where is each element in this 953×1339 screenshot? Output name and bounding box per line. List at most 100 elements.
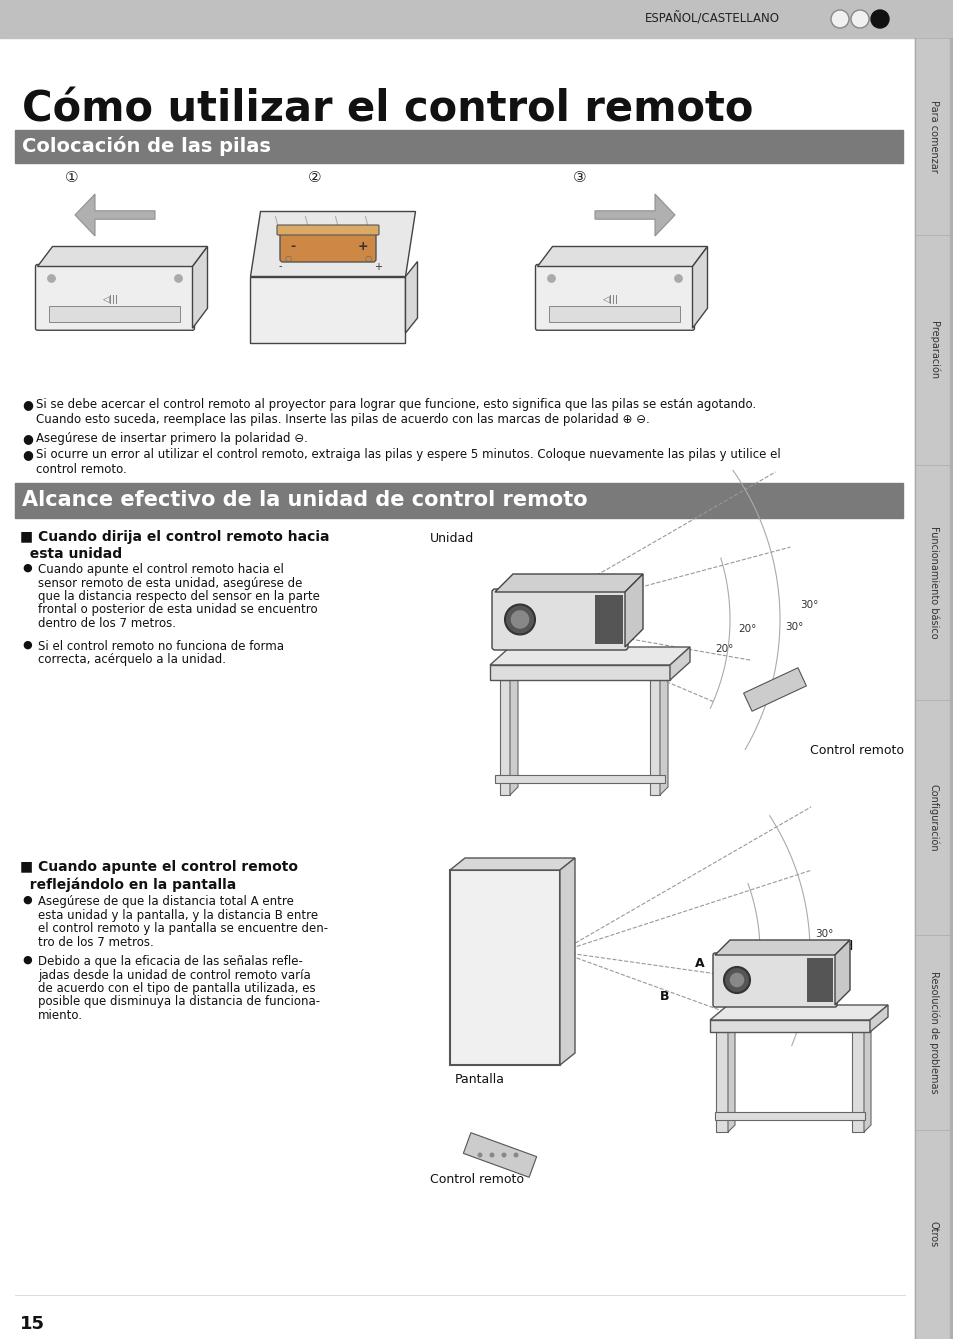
Circle shape [830, 9, 848, 28]
Bar [949, 37, 953, 1339]
Circle shape [501, 1153, 506, 1157]
Text: sensor remoto de esta unidad, asegúrese de: sensor remoto de esta unidad, asegúrese … [38, 577, 302, 589]
Text: Preparación: Preparación [928, 321, 939, 379]
Bar [499, 680, 510, 795]
Bar [716, 1032, 727, 1131]
Text: Cuando esto suceda, reemplace las pilas. Inserte las pilas de acuerdo con las ma: Cuando esto suceda, reemplace las pilas.… [36, 412, 649, 426]
Text: 20°: 20° [714, 644, 733, 655]
FancyBboxPatch shape [535, 265, 694, 331]
Text: Alcance efectivo de la unidad de control remoto: Alcance efectivo de la unidad de control… [22, 490, 587, 510]
Text: esta unidad y la pantalla, y la distancia B entre: esta unidad y la pantalla, y la distanci… [38, 908, 317, 921]
Text: Si ocurre un error al utilizar el control remoto, extraiga las pilas y espere 5 : Si ocurre un error al utilizar el contro… [36, 449, 780, 461]
Polygon shape [709, 1006, 887, 1020]
Text: posible que disminuya la distancia de funciona-: posible que disminuya la distancia de fu… [38, 995, 320, 1008]
Polygon shape [490, 647, 689, 665]
Text: +: + [357, 240, 368, 253]
Polygon shape [510, 672, 517, 795]
Text: +: + [374, 261, 381, 272]
Circle shape [728, 972, 744, 988]
Text: dentro de los 7 metros.: dentro de los 7 metros. [38, 617, 175, 631]
Text: ■ Cuando apunte el control remoto: ■ Cuando apunte el control remoto [20, 860, 297, 874]
FancyBboxPatch shape [712, 953, 836, 1007]
Text: ③: ③ [573, 170, 586, 185]
Polygon shape [251, 212, 416, 276]
Bar [15, 130, 902, 163]
Text: ●: ● [22, 449, 32, 461]
Text: 20°: 20° [760, 959, 778, 969]
Circle shape [48, 274, 55, 283]
Polygon shape [742, 668, 805, 711]
Bar [914, 935, 953, 1130]
Bar [709, 1020, 869, 1032]
Text: Funcionamiento básico: Funcionamiento básico [928, 526, 938, 639]
Text: el control remoto y la pantalla se encuentre den-: el control remoto y la pantalla se encue… [38, 923, 328, 935]
Text: 15: 15 [20, 1315, 45, 1334]
Text: -: - [290, 240, 295, 253]
Polygon shape [75, 194, 154, 236]
Polygon shape [659, 672, 667, 795]
Polygon shape [405, 261, 417, 333]
Polygon shape [463, 1133, 537, 1177]
Text: ●: ● [22, 894, 31, 905]
Text: ②: ② [308, 170, 321, 185]
Text: 30°: 30° [800, 600, 818, 609]
Text: esta unidad: esta unidad [20, 548, 122, 561]
Polygon shape [669, 647, 689, 680]
Bar [490, 665, 669, 680]
Polygon shape [595, 194, 675, 236]
Text: ◁|||: ◁||| [602, 296, 618, 304]
Text: control remoto.: control remoto. [36, 463, 127, 475]
Circle shape [477, 1153, 482, 1157]
Polygon shape [834, 940, 849, 1006]
FancyBboxPatch shape [280, 232, 375, 262]
Text: 30°: 30° [814, 929, 833, 939]
Circle shape [547, 274, 555, 283]
Circle shape [489, 1153, 494, 1157]
Circle shape [510, 609, 530, 629]
Text: de acuerdo con el tipo de pantalla utilizada, es: de acuerdo con el tipo de pantalla utili… [38, 981, 315, 995]
Polygon shape [450, 858, 575, 870]
Text: Si el control remoto no funciona de forma: Si el control remoto no funciona de form… [38, 640, 284, 653]
Circle shape [870, 9, 888, 28]
Polygon shape [727, 1024, 734, 1131]
Circle shape [174, 274, 182, 283]
Text: ●: ● [22, 640, 31, 649]
Text: miento.: miento. [38, 1010, 83, 1022]
Bar [495, 775, 664, 783]
Text: 20°: 20° [740, 977, 758, 987]
Text: frontal o posterior de esta unidad se encuentro: frontal o posterior de esta unidad se en… [38, 604, 317, 616]
Polygon shape [863, 1024, 870, 1131]
Bar [549, 307, 679, 323]
Circle shape [850, 9, 868, 28]
Bar [914, 1130, 953, 1339]
Bar [450, 870, 559, 1065]
Text: Debido a que la eficacia de las señalas refle-: Debido a que la eficacia de las señalas … [38, 955, 302, 968]
Text: correcta, acérquelo a la unidad.: correcta, acérquelo a la unidad. [38, 653, 226, 667]
Text: jadas desde la unidad de control remoto varía: jadas desde la unidad de control remoto … [38, 968, 311, 981]
Bar [914, 465, 953, 700]
Bar [806, 957, 832, 1002]
Polygon shape [559, 858, 575, 1065]
Bar [15, 483, 902, 518]
Text: ■ Cuando dirija el control remoto hacia: ■ Cuando dirija el control remoto hacia [20, 530, 329, 544]
Text: reflejándolo en la pantalla: reflejándolo en la pantalla [20, 877, 236, 892]
Polygon shape [714, 940, 849, 955]
Text: Para comenzar: Para comenzar [928, 100, 938, 173]
Text: ●: ● [22, 562, 31, 573]
Text: ○: ○ [284, 254, 292, 262]
Bar [251, 276, 405, 343]
Text: ●: ● [22, 398, 32, 411]
Bar [714, 1111, 864, 1119]
Circle shape [504, 604, 535, 635]
Polygon shape [495, 574, 642, 592]
Text: ○: ○ [364, 254, 372, 262]
Bar [50, 307, 180, 323]
Bar [595, 595, 622, 644]
Bar [914, 236, 953, 465]
Text: ①: ① [65, 170, 79, 185]
Polygon shape [193, 246, 208, 328]
Text: que la distancia respecto del sensor en la parte: que la distancia respecto del sensor en … [38, 590, 319, 603]
Text: Otros: Otros [928, 1221, 938, 1248]
Text: ESPAÑOL/CASTELLANO: ESPAÑOL/CASTELLANO [644, 12, 780, 25]
Text: Configuración: Configuración [928, 783, 939, 852]
